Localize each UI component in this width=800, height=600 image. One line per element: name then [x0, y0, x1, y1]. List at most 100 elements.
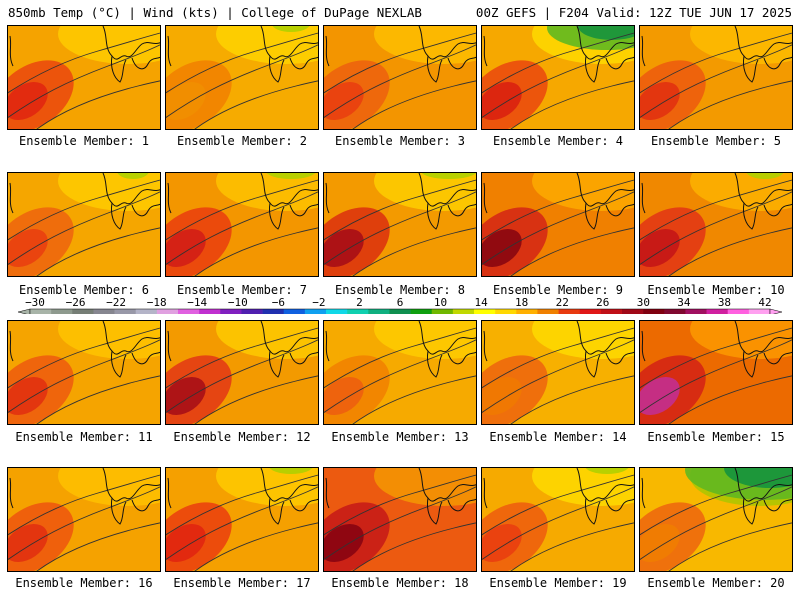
colorbar-tick-label: 34 — [677, 296, 691, 309]
ensemble-panel — [323, 25, 477, 130]
colorbar-tick-label: −30 — [25, 296, 45, 309]
colorbar-swatch — [135, 309, 158, 314]
colorbar-swatch — [537, 309, 559, 314]
colorbar-swatch — [431, 309, 454, 314]
colorbar-swatch — [706, 309, 729, 314]
temperature-field — [8, 26, 160, 129]
ensemble-panel — [7, 467, 161, 572]
ensemble-member-label: Ensemble Member: 2 — [176, 134, 308, 148]
colorbar-tick-label: 22 — [556, 296, 569, 309]
colorbar-tick-label: −2 — [312, 296, 325, 309]
colorbar-swatch — [178, 309, 200, 314]
ensemble-member-label: Ensemble Member: 13 — [331, 430, 469, 444]
temperature-field — [166, 26, 318, 129]
colorbar-swatch — [51, 309, 73, 314]
ensemble-member-label: Ensemble Member: 8 — [334, 283, 466, 297]
colorbar-min-arrow — [17, 308, 31, 314]
ensemble-member-label: Ensemble Member: 1 — [18, 134, 150, 148]
ensemble-panel — [639, 320, 793, 425]
ensemble-member-label: Ensemble Member: 18 — [331, 576, 469, 590]
colorbar-tick-label: −14 — [187, 296, 207, 309]
ensemble-member-label: Ensemble Member: 3 — [334, 134, 466, 148]
colorbar-swatch — [474, 309, 496, 314]
ensemble-panel — [7, 25, 161, 130]
temperature-field — [482, 468, 634, 571]
colorbar-swatch — [304, 309, 327, 314]
ensemble-panel — [639, 25, 793, 130]
colorbar-tick-label: 42 — [758, 296, 771, 309]
colorbar-swatch — [685, 309, 707, 314]
colorbar-swatch — [220, 309, 242, 314]
ensemble-panel — [481, 25, 635, 130]
map-title: 850mb Temp (°C) | Wind (kts) | College o… — [8, 5, 422, 20]
colorbar-swatch — [30, 309, 52, 314]
temperature-field — [8, 321, 160, 424]
colorbar-tick-label: −18 — [147, 296, 167, 309]
ensemble-panel — [481, 320, 635, 425]
colorbar-max-arrow — [769, 308, 783, 314]
temperature-field — [324, 468, 476, 571]
colorbar-swatch — [389, 309, 411, 314]
colorbar-swatch — [600, 309, 623, 314]
ensemble-member-label: Ensemble Member: 19 — [489, 576, 627, 590]
ensemble-member-label: Ensemble Member: 9 — [492, 283, 624, 297]
ensemble-member-label: Ensemble Member: 15 — [647, 430, 785, 444]
colorbar-swatch — [93, 309, 115, 314]
colorbar-swatch — [727, 309, 750, 314]
temperature-field — [482, 26, 634, 129]
ensemble-member-label: Ensemble Member: 20 — [647, 576, 785, 590]
colorbar-tick-label: 10 — [434, 296, 447, 309]
temperature-field — [640, 26, 792, 129]
colorbar-swatch — [326, 309, 348, 314]
temperature-field — [640, 173, 792, 276]
colorbar-tick-label: −26 — [66, 296, 86, 309]
colorbar-tick-label: −6 — [272, 296, 285, 309]
ensemble-panel — [165, 25, 319, 130]
temperature-field — [8, 173, 160, 276]
temperature-field — [482, 321, 634, 424]
colorbar-swatch — [664, 309, 686, 314]
colorbar-swatch — [452, 309, 475, 314]
ensemble-member-label: Ensemble Member: 6 — [18, 283, 150, 297]
colorbar-swatch — [114, 309, 137, 314]
temperature-field — [166, 173, 318, 276]
ensemble-panel — [165, 467, 319, 572]
ensemble-member-label: Ensemble Member: 17 — [173, 576, 311, 590]
ensemble-member-label: Ensemble Member: 11 — [15, 430, 153, 444]
temperature-field — [482, 173, 634, 276]
colorbar-swatch — [516, 309, 538, 314]
colorbar-swatch — [622, 309, 644, 314]
temperature-field — [640, 468, 792, 571]
model-run-info: 00Z GEFS | F204 Valid: 12Z TUE JUN 17 20… — [475, 5, 792, 20]
temperature-field — [166, 321, 318, 424]
colorbar-swatch — [748, 309, 771, 314]
colorbar-tick-label: −22 — [106, 296, 126, 309]
colorbar-swatch — [199, 309, 221, 314]
colorbar-swatch — [368, 309, 390, 314]
colorbar-swatch — [643, 309, 665, 314]
ensemble-panel — [639, 467, 793, 572]
colorbar-swatch — [347, 309, 369, 314]
temperature-field — [640, 321, 792, 424]
ensemble-panel — [481, 467, 635, 572]
temperature-field — [324, 321, 476, 424]
ensemble-member-label: Ensemble Member: 14 — [489, 430, 627, 444]
ensemble-member-label: Ensemble Member: 16 — [15, 576, 153, 590]
ensemble-panel — [7, 172, 161, 277]
ensemble-panel — [323, 320, 477, 425]
temperature-field — [324, 173, 476, 276]
ensemble-panel — [7, 320, 161, 425]
colorbar-swatch — [262, 309, 285, 314]
colorbar-tick-label: 14 — [474, 296, 488, 309]
ensemble-member-label: Ensemble Member: 10 — [647, 283, 785, 297]
ensemble-panel — [165, 320, 319, 425]
colorbar-swatch — [410, 309, 433, 314]
colorbar-swatch — [579, 309, 602, 314]
colorbar-swatch — [72, 309, 94, 314]
ensemble-member-label: Ensemble Member: 5 — [650, 134, 782, 148]
temperature-field — [8, 468, 160, 571]
ensemble-panel — [323, 467, 477, 572]
colorbar-tick-label: 38 — [718, 296, 731, 309]
colorbar-tick-label: 18 — [515, 296, 528, 309]
ensemble-member-label: Ensemble Member: 4 — [492, 134, 624, 148]
